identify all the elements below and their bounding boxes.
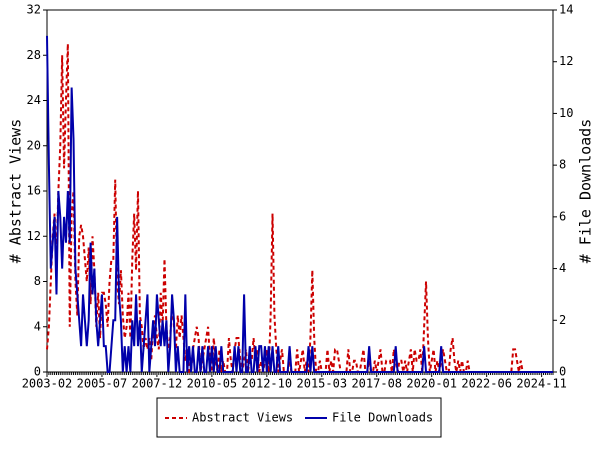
legend — [156, 397, 442, 438]
legend-label: File Downloads — [332, 411, 433, 425]
x-tick-label: 2007-12 — [132, 377, 183, 391]
series-line — [46, 35, 553, 373]
y-tick-label: 24 — [27, 93, 41, 107]
y2-tick-label: 0 — [559, 365, 566, 379]
legend-label: Abstract Views — [192, 411, 293, 425]
y2-tick-label: 10 — [559, 106, 573, 120]
y2-tick-label: 8 — [559, 158, 566, 172]
y2-tick-label: 6 — [559, 209, 566, 223]
y-tick-label: 32 — [27, 3, 41, 17]
x-tick-label: 2012-10 — [242, 377, 293, 391]
y-tick-label: 0 — [34, 365, 41, 379]
x-tick-label: 2017-08 — [351, 377, 402, 391]
x-tick-label: 2015-03 — [297, 377, 348, 391]
series-line — [46, 43, 553, 373]
y-tick-label: 16 — [27, 184, 41, 198]
y2-tick-label: 2 — [559, 313, 566, 327]
x-tick-label: 2020-01 — [406, 377, 457, 391]
y2-tick-label: 14 — [559, 3, 573, 17]
y-tick-label: 20 — [27, 138, 41, 152]
x-tick-label: 2024-11 — [516, 377, 567, 391]
y2-axis-label: # File Downloads — [577, 119, 595, 264]
x-tick-label: 2010-05 — [187, 377, 238, 391]
x-tick-label: 2003-02 — [22, 377, 73, 391]
y-axis-label: # Abstract Views — [7, 119, 25, 264]
y2-tick-label: 4 — [559, 261, 566, 275]
x-tick-label: 2005-07 — [77, 377, 128, 391]
y2-tick-label: 12 — [559, 54, 573, 68]
y-tick-label: 4 — [34, 319, 41, 333]
plot-frame — [46, 9, 554, 373]
y-tick-label: 12 — [27, 229, 41, 243]
y-tick-label: 28 — [27, 48, 41, 62]
y-tick-label: 8 — [34, 274, 41, 288]
x-tick-label: 2022-06 — [461, 377, 512, 391]
